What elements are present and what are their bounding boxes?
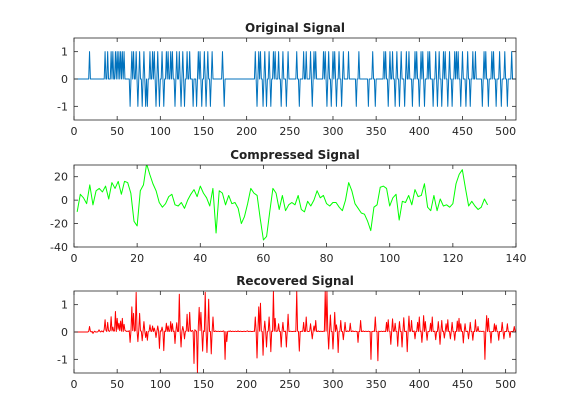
original-signal-y-tick-label: -1 (57, 100, 68, 113)
recovered-signal-x-tick-label: 450 (452, 378, 473, 391)
compressed-signal-y-tick-label: -40 (50, 241, 68, 254)
recovered-signal-y-tick-label: 1 (61, 299, 68, 312)
original-signal-title: Original Signal (245, 21, 345, 35)
original-signal-x-tick-label: 100 (150, 125, 171, 138)
compressed-signal-title: Compressed Signal (230, 148, 360, 162)
compressed-signal-series-line (76, 165, 489, 241)
original-signal-x-tick-label: 150 (193, 125, 214, 138)
original-signal-x-tick-label: 200 (236, 125, 257, 138)
recovered-signal-x-tick-label: 400 (409, 378, 430, 391)
compressed-signal-x-tick-label: 60 (256, 252, 270, 265)
recovered-signal-x-tick-label: 200 (236, 378, 257, 391)
recovered-signal-panel: 0 50 100 150 200 250 300 350 400 450 500-101Recove… (57, 274, 517, 391)
recovered-signal-series-line (74, 291, 516, 373)
recovered-signal-x-tick-label: 250 (279, 378, 300, 391)
recovered-signal-plot-area (74, 291, 516, 373)
original-signal-y-tick-label: 1 (61, 46, 68, 59)
original-signal-x-tick-label: 250 (279, 125, 300, 138)
recovered-signal-x-tick-label: 0 (71, 378, 78, 391)
compressed-signal-x-tick-label: 40 (193, 252, 207, 265)
original-signal-x-tick-label: 50 (110, 125, 124, 138)
compressed-signal-x-tick-label: 120 (442, 252, 463, 265)
recovered-signal-x-tick-label: 100 (150, 378, 171, 391)
original-signal-x-tick-label: 350 (366, 125, 387, 138)
original-signal-x-tick-label: 450 (452, 125, 473, 138)
original-signal-x-tick-label: 0 (71, 125, 78, 138)
original-signal-x-tick-label: 500 (495, 125, 516, 138)
compressed-signal-x-tick-label: 100 (379, 252, 400, 265)
original-signal-y-tick-label: 0 (61, 73, 68, 86)
recovered-signal-x-tick-label: 300 (322, 378, 343, 391)
recovered-signal-x-tick-label: 500 (495, 378, 516, 391)
original-signal-panel: 0 50 100 150 200 250 300 350 400 450 500-101Origin… (57, 21, 517, 138)
compressed-signal-panel: 0 20 40 60 80 100 120 140 -40 -20 0 20 Compressed Si… (50, 148, 526, 265)
compressed-signal-x-tick-label: 20 (130, 252, 144, 265)
recovered-signal-x-tick-label: 50 (110, 378, 124, 391)
compressed-signal-axes-box (73, 164, 517, 248)
recovered-signal-x-tick-label: 150 (193, 378, 214, 391)
recovered-signal-y-tick-label: 0 (61, 326, 68, 339)
compressed-signal-x-tick-label: 0 (71, 252, 78, 265)
compressed-signal-y-tick-label: -20 (50, 218, 68, 231)
recovered-signal-y-tick-label: -1 (57, 353, 68, 366)
compressed-signal-x-tick-label: 80 (320, 252, 334, 265)
recovered-signal-title: Recovered Signal (236, 274, 354, 288)
original-signal-x-tick-label: 300 (322, 125, 343, 138)
compressed-signal-y-tick-label: 20 (54, 171, 68, 184)
original-signal-series-line (74, 51, 516, 107)
original-signal-x-tick-label: 400 (409, 125, 430, 138)
compressed-signal-plot-area (74, 165, 516, 247)
compressed-signal-x-tick-label: 140 (506, 252, 527, 265)
compressed-signal-y-tick-label: 0 (61, 194, 68, 207)
recovered-signal-x-tick-label: 350 (366, 378, 387, 391)
